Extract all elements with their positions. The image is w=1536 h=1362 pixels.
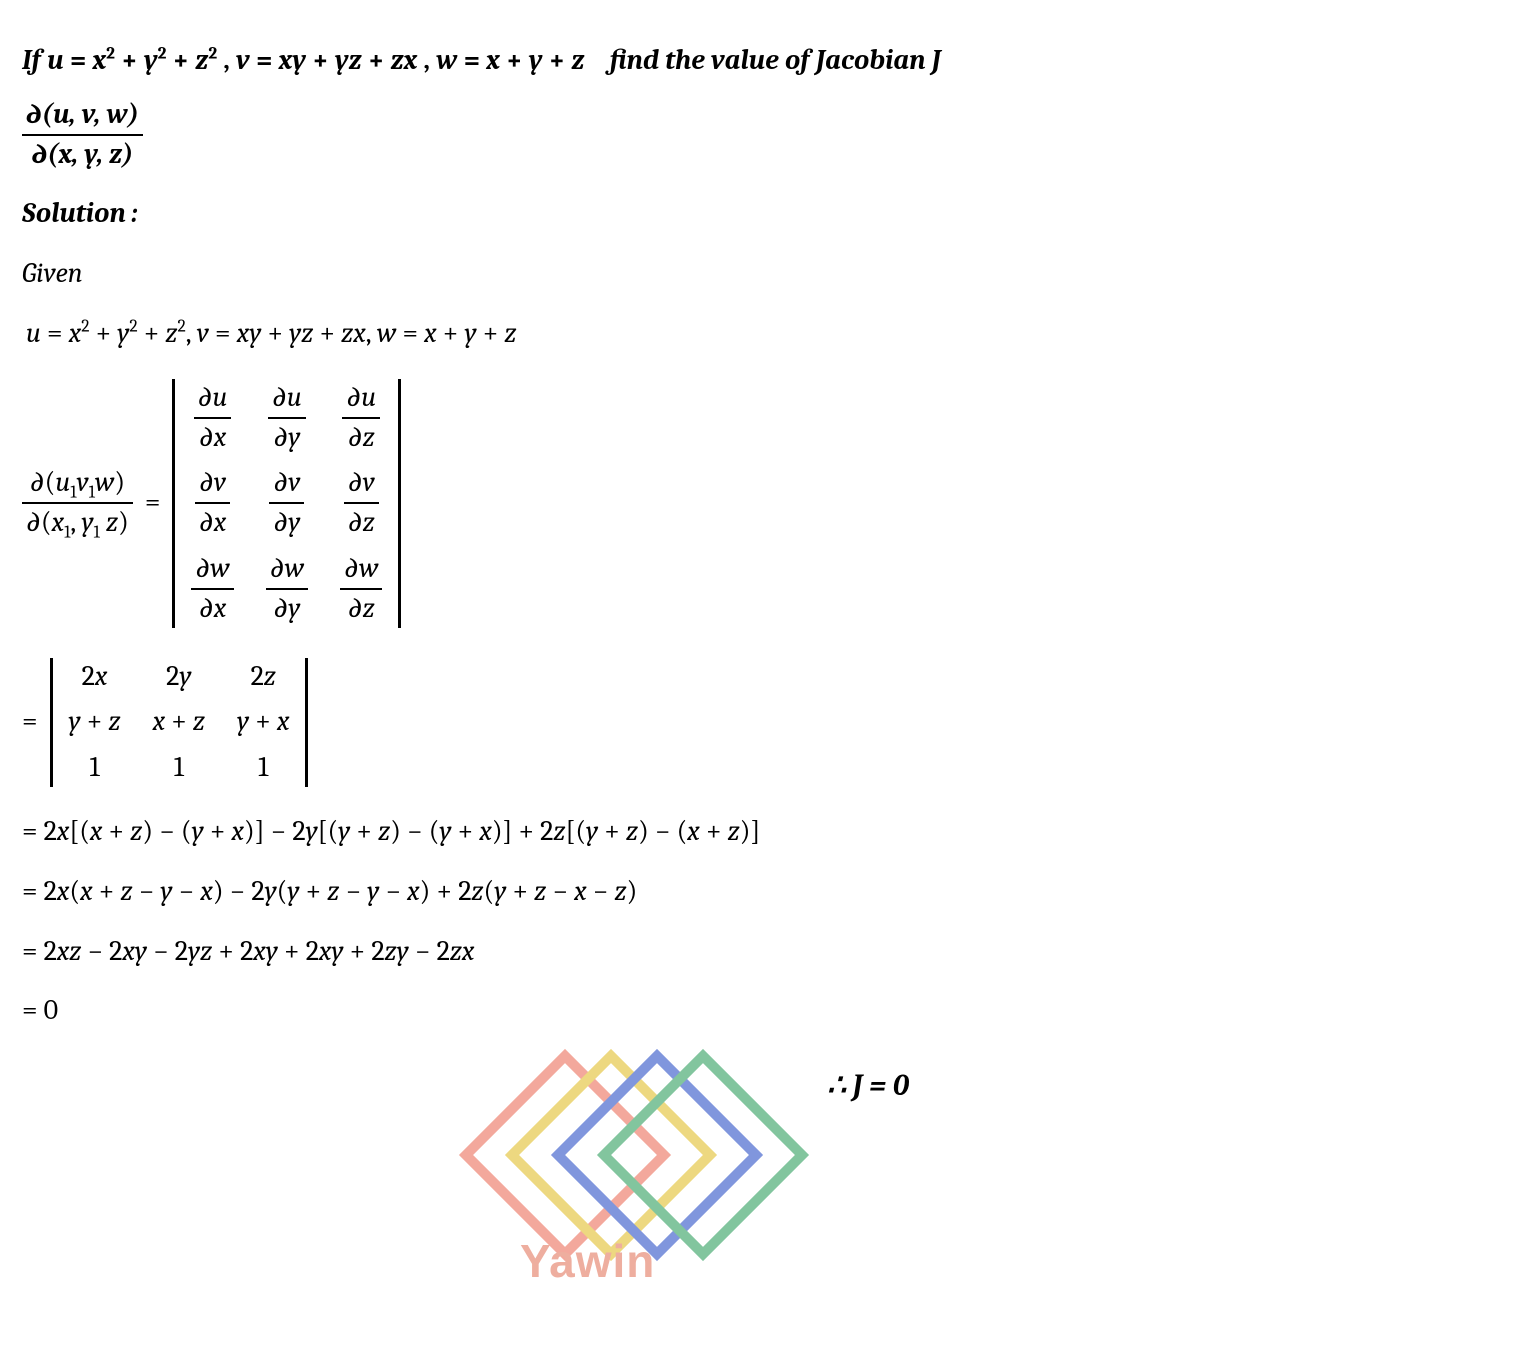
if-keyword: If	[22, 44, 41, 76]
partial-determinant: ∂u∂x ∂u∂y ∂u∂z ∂v∂x ∂v∂y ∂v∂z ∂w∂x ∂w∂y …	[172, 375, 401, 632]
step-2: = 2x(x + z − y − x) − 2y(y + z − y − x) …	[22, 873, 1514, 911]
jac-frac-den: ∂(x, y, z)	[22, 136, 143, 174]
conclusion: ∴ J = 0	[222, 1066, 1514, 1107]
equals-prefix: =	[22, 703, 38, 741]
watermark-logo: Yawin	[480, 1020, 780, 1320]
solution-heading: Solution :	[22, 195, 1514, 233]
value-determinant: 2x 2y 2z y + z x + z y + x 1 1 1	[50, 654, 309, 791]
step-3: = 2xz − 2xy − 2yz + 2xy + 2xy + 2zy − 2z…	[22, 933, 1514, 971]
jacobian-values: = 2x 2y 2z y + z x + z y + x 1 1 1	[22, 654, 1514, 791]
jacobian-fraction: ∂(u, v, w) ∂(x, y, z)	[22, 96, 1514, 174]
given-label: Given	[22, 255, 1514, 293]
lhs-fraction: ∂(u1v1w) ∂(x1, y1 z)	[22, 464, 133, 542]
jacobian-definition: ∂(u1v1w) ∂(x1, y1 z) = ∂u∂x ∂u∂y ∂u∂z ∂v…	[22, 375, 1514, 632]
jac-frac-num: ∂(u, v, w)	[22, 96, 143, 136]
step-4: = 0	[22, 992, 1514, 1030]
problem-statement: If u = x2 + y2 + z2 , v = xy + yz + zx ,…	[22, 42, 1514, 80]
equals-sign: =	[145, 484, 161, 522]
value-det-table: 2x 2y 2z y + z x + z y + x 1 1 1	[53, 654, 306, 791]
watermark-text: Yawin	[520, 1230, 655, 1292]
partial-det-table: ∂u∂x ∂u∂y ∂u∂z ∂v∂x ∂v∂y ∂v∂z ∂w∂x ∂w∂y …	[175, 375, 398, 632]
step-1: = 2x[(x + z) − (y + x)] − 2y[(y + z) − (…	[22, 813, 1514, 851]
given-restate: u = x2 + y2 + z2, v = xy + yz + zx, w = …	[22, 315, 1514, 353]
find-value-text: find the value of Jacobian J	[609, 44, 941, 76]
